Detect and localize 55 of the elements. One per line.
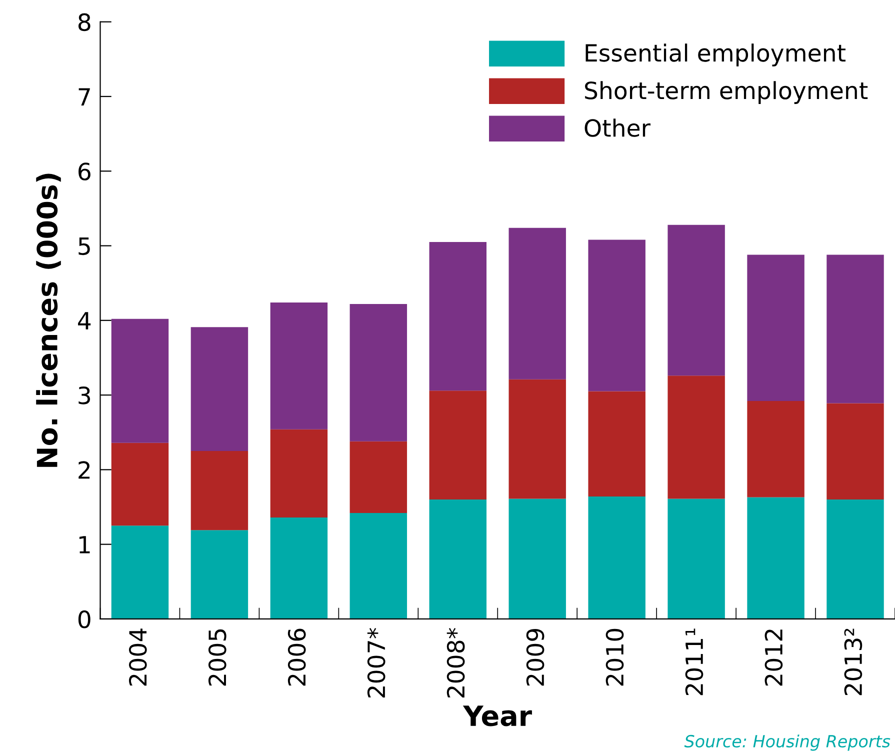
x-axis-title: Year (462, 706, 532, 726)
x-tick-label: 2004 (128, 628, 147, 686)
bar (190, 530, 248, 619)
y-tick-label: 4 (78, 312, 91, 330)
y-tick-label: 8 (78, 13, 90, 32)
bar (270, 429, 328, 518)
bar (429, 390, 486, 500)
bar (429, 242, 486, 391)
bar (668, 224, 725, 376)
bar (111, 442, 169, 526)
x-tick-label: 2011¹ (685, 628, 704, 696)
bar (508, 228, 566, 380)
x-tick-label: 2010 (606, 628, 624, 686)
legend-label: Other (584, 118, 650, 137)
bar (270, 517, 328, 619)
legend-label: Essential employment (586, 44, 846, 66)
y-tick-label: 3 (78, 386, 90, 404)
x-tick-label: 2008* (446, 628, 465, 698)
y-axis-title: No. licences (000s) (36, 174, 61, 467)
x-tick-label: 2005 (208, 629, 226, 686)
x-tick-label: 2006 (288, 628, 306, 686)
bar (826, 403, 884, 500)
bar (826, 500, 884, 619)
y-tick-label: 6 (78, 162, 90, 180)
x-tick-label: 2013² (844, 628, 862, 696)
bar (350, 512, 408, 619)
y-tick-label: 0 (78, 610, 90, 628)
bar (190, 451, 248, 530)
bar (508, 498, 566, 619)
legend-label: Short-term employment (585, 81, 868, 104)
bar (508, 379, 566, 499)
y-tick-label: 5 (78, 238, 90, 256)
y-tick-label: 1 (79, 536, 90, 554)
bar (588, 391, 646, 497)
bar (588, 240, 646, 392)
bar (668, 376, 725, 499)
bar (350, 441, 408, 513)
bar (826, 254, 884, 404)
source-note: Source: Housing Reports (684, 734, 890, 751)
x-tick-label: 2007* (367, 628, 386, 698)
bar (270, 302, 328, 430)
x-tick-label: 2009 (526, 628, 544, 686)
bar (350, 304, 408, 442)
y-tick-label: 7 (78, 88, 90, 106)
y-tick-label: 2 (78, 461, 90, 479)
bar (190, 327, 248, 452)
x-tick-label: 2012 (764, 630, 783, 686)
bar (668, 498, 725, 619)
bar (111, 318, 169, 443)
bar (747, 497, 804, 619)
bar (747, 254, 804, 402)
bar (111, 526, 169, 619)
bar (747, 401, 804, 498)
bar (429, 500, 486, 619)
bar (588, 496, 646, 619)
